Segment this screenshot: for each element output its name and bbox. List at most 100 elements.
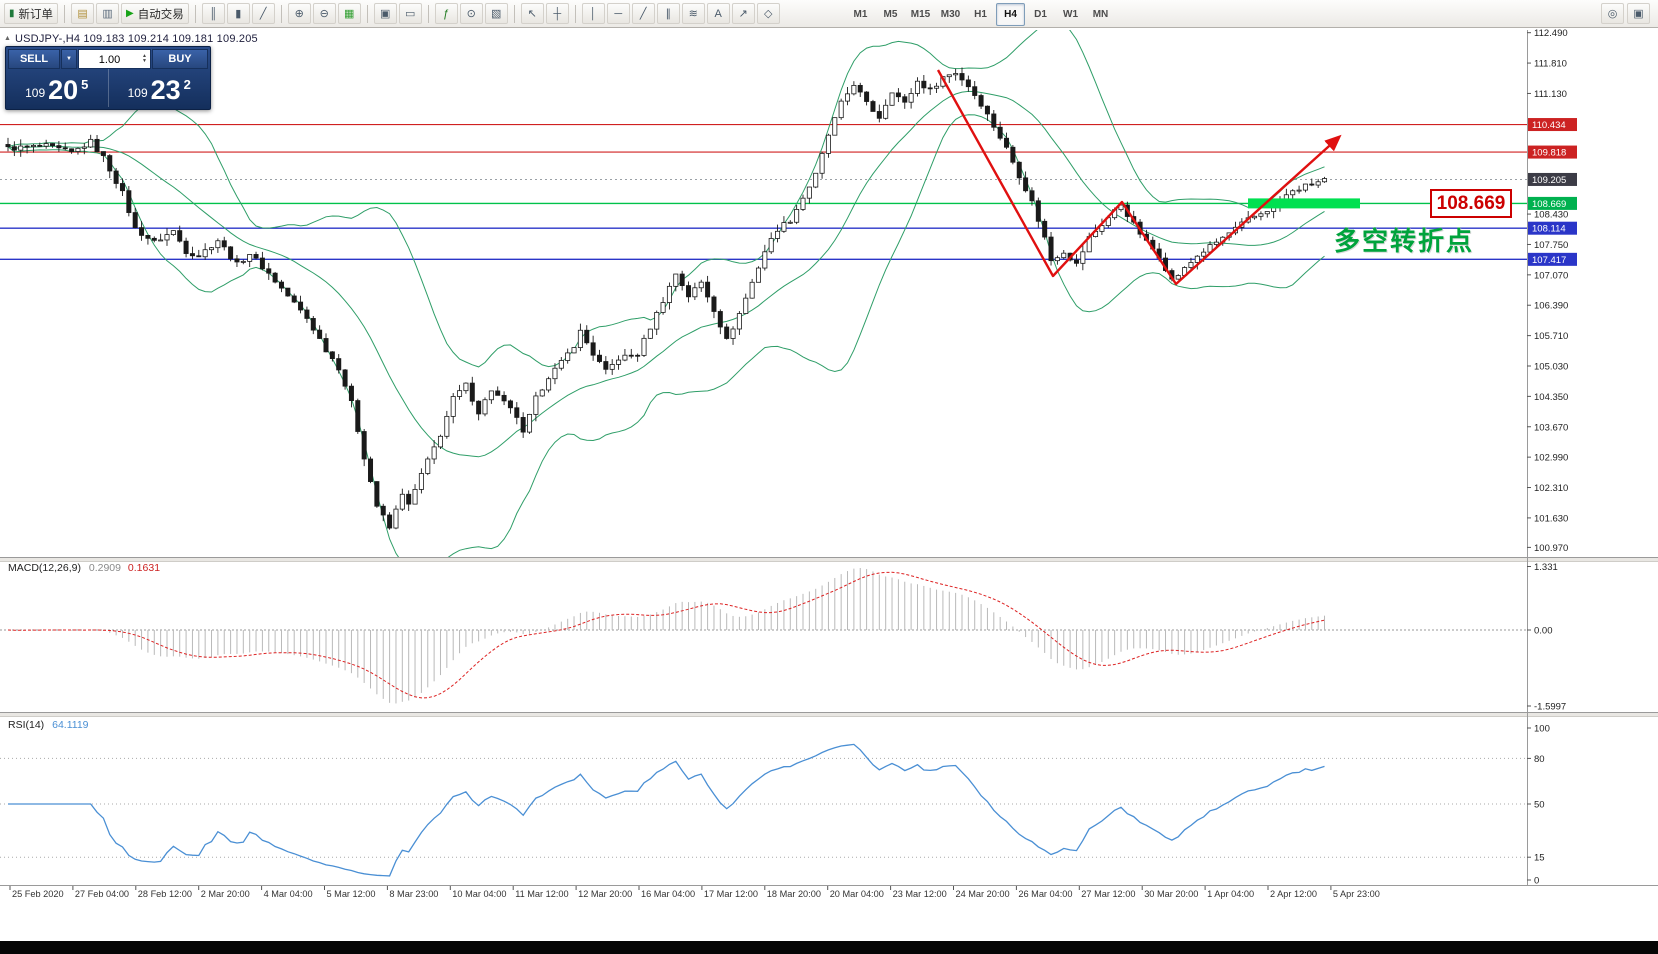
price-tick-label: 100.970: [1534, 543, 1568, 554]
volume-input[interactable]: [79, 51, 150, 69]
one-click-trading-panel: SELL ▼ ▲ ▼ BUY 109 20 5 109 23 2: [5, 46, 211, 110]
buy-price-big: 23: [150, 75, 181, 106]
toolbar-separator: [366, 4, 368, 23]
price-tick-label: 101.630: [1534, 513, 1568, 524]
price-tick-label: 103.670: [1534, 422, 1568, 433]
price-tick-label: 111.810: [1534, 59, 1567, 70]
rsi-axis-label: 15: [1534, 853, 1545, 864]
text-icon[interactable]: A: [706, 3, 730, 24]
shapes-icon[interactable]: ◇: [756, 3, 780, 24]
chart-collapse-icon[interactable]: ▲: [4, 35, 11, 42]
line-chart-icon[interactable]: ╱: [251, 3, 275, 24]
price-badge-label: 108.669: [1532, 199, 1566, 210]
key-level-price-label[interactable]: 108.669: [1430, 189, 1512, 218]
autotrading-button[interactable]: ▶ 自动交易: [121, 3, 189, 24]
timeframe-button-h4[interactable]: H4: [996, 3, 1025, 26]
zoom-cursor-icon[interactable]: ◎: [1601, 3, 1624, 24]
candlestick-chart-icon[interactable]: ▮: [226, 3, 250, 24]
time-tick-label: 26 Mar 04:00: [1018, 889, 1072, 899]
time-tick-label: 17 Mar 12:00: [704, 889, 758, 899]
timeframe-button-d1[interactable]: D1: [1034, 9, 1047, 20]
time-axis[interactable]: 25 Feb 2020 27 Feb 04:00 28 Feb 12:00 2 Mar…: [9, 886, 1380, 899]
sell-price[interactable]: 109 20 5: [6, 69, 108, 107]
tile-windows-icon[interactable]: ▦: [337, 3, 361, 24]
support-zone-highlight[interactable]: [1248, 198, 1360, 209]
price-tick-label: 107.750: [1534, 240, 1568, 251]
price-axis[interactable]: 112.490 111.810 111.130 108.430 107.750 107.0…: [1527, 28, 1577, 887]
time-tick-label: 27 Mar 12:00: [1081, 889, 1135, 899]
price-badge-label: 109.818: [1532, 148, 1566, 159]
time-tick-label: 20 Mar 04:00: [830, 889, 884, 899]
trend-zigzag-line[interactable]: [936, 69, 1342, 286]
toolbar-separator: [574, 4, 576, 23]
panel-splitter-rsi[interactable]: [0, 713, 1658, 716]
horizontal-line-icon[interactable]: ─: [606, 3, 630, 24]
new-order-button[interactable]: ▮ 新订单: [4, 3, 59, 24]
timeframe-button-m5[interactable]: M5: [883, 9, 898, 20]
cursor-icon[interactable]: ↖: [520, 3, 544, 24]
text-icon-glyph: A: [714, 7, 722, 20]
profiles-icon-glyph: ▭: [405, 8, 416, 20]
new-order-icon: ▮: [9, 7, 15, 19]
indicators-icon[interactable]: ƒ: [434, 3, 458, 24]
timeframe-button-m1[interactable]: M1: [853, 9, 868, 20]
volume-spinner[interactable]: ▲ ▼: [140, 51, 149, 67]
vertical-line-icon-glyph: │: [589, 7, 597, 20]
macd-axis-label: -1.5997: [1534, 702, 1566, 713]
time-tick-label: 8 Mar 23:00: [389, 889, 438, 899]
new-chart-icon[interactable]: ▣: [373, 3, 397, 24]
zoom-in-icon[interactable]: ⊕: [287, 3, 311, 24]
zoom-out-icon[interactable]: ⊖: [312, 3, 336, 24]
time-tick-label: 4 Mar 04:00: [264, 889, 313, 899]
volume-field: ▲ ▼: [78, 49, 151, 69]
periods-icon[interactable]: ⊙: [459, 3, 483, 24]
time-tick-label: 2 Apr 12:00: [1270, 889, 1317, 899]
spin-down-icon[interactable]: ▼: [142, 58, 147, 64]
price-badge-label: 109.205: [1532, 175, 1566, 186]
panel-splitter-macd[interactable]: [0, 558, 1658, 561]
toolbar-left-group: ▮ 新订单 ▤ ▥ ▶ 自动交易 ║ ▮ ╱ ⊕ ⊖ ▦ ▣ ▭ ƒ ⊙ ▧ ↖ ┼ │ ─ ╱ ∥ ≋ A ↗ ◇: [4, 3, 780, 24]
spin-up-icon[interactable]: ▲: [142, 52, 147, 59]
price-badge-label: 108.114: [1532, 224, 1566, 235]
profiles-icon[interactable]: ▭: [398, 3, 422, 24]
buy-button[interactable]: BUY: [152, 49, 208, 69]
chart-window-icon[interactable]: ▤: [71, 3, 95, 24]
price-badge-label: 110.434: [1532, 120, 1566, 131]
chart-window-icon-glyph: ▤: [77, 8, 88, 20]
buy-price[interactable]: 109 23 2: [107, 69, 211, 107]
periods-icon-glyph: ⊙: [466, 8, 476, 20]
time-tick-label: 25 Feb 2020: [12, 889, 64, 899]
cursor-icon-glyph: ↖: [527, 8, 537, 20]
timeframe-button-mn[interactable]: MN: [1092, 9, 1109, 20]
timeframe-button-m30[interactable]: M30: [940, 9, 961, 20]
sell-button[interactable]: SELL: [8, 49, 60, 69]
macd-panel: [0, 568, 1527, 704]
time-tick-label: 1 Apr 04:00: [1207, 889, 1254, 899]
fibonacci-icon[interactable]: ≋: [681, 3, 705, 24]
time-tick-label: 27 Feb 04:00: [75, 889, 129, 899]
rsi-label: RSI(14) 64.1119: [8, 719, 89, 731]
arrange-windows-icon[interactable]: ▣: [1627, 3, 1650, 24]
bollinger-lower-band: [7, 114, 1325, 557]
bollinger-upper-band: [7, 30, 1325, 368]
order-type-dropdown[interactable]: ▼: [61, 49, 77, 69]
print-icon[interactable]: ▥: [96, 3, 120, 24]
macd-axis-label: 0.00: [1534, 626, 1553, 637]
crosshair-icon[interactable]: ┼: [545, 3, 569, 24]
channel-icon[interactable]: ∥: [656, 3, 680, 24]
timeframe-button-m15[interactable]: M15: [910, 9, 931, 20]
macd-main-value: 0.2909: [88, 562, 121, 574]
timeframe-button-h1[interactable]: H1: [974, 9, 987, 20]
price-badge-label: 107.417: [1532, 255, 1566, 266]
turning-point-annotation[interactable]: 多空转折点: [1334, 226, 1475, 256]
time-tick-label: 2 Mar 20:00: [201, 889, 250, 899]
trendline-icon[interactable]: ╱: [631, 3, 655, 24]
templates-icon[interactable]: ▧: [484, 3, 508, 24]
bar-chart-icon[interactable]: ║: [201, 3, 225, 24]
vertical-line-icon[interactable]: │: [581, 3, 605, 24]
candles-layer: [5, 67, 1328, 530]
arrow-object-icon[interactable]: ↗: [731, 3, 755, 24]
timeframe-button-w1[interactable]: W1: [1063, 9, 1078, 20]
tile-windows-icon-glyph: ▦: [344, 8, 355, 20]
